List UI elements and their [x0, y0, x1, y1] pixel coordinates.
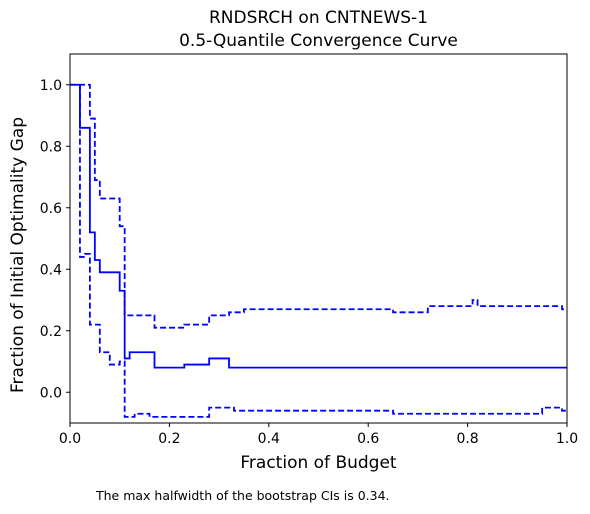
axis-layer: 0.0 0.2 0.4 0.6 0.8 1.0 0.0 0.2 0.4 0.6 0.8 1.0: [40, 53, 578, 447]
x-tick-label: 0.4: [258, 431, 280, 447]
series-line-upper-ci: [70, 83, 567, 329]
x-tick-label: 0.8: [456, 431, 478, 447]
chart-title-line-2: 0.5-Quantile Convergence Curve: [179, 31, 458, 51]
y-axis-label: Fraction of Initial Optimality Gap: [8, 117, 28, 393]
footnote-text: The max halfwidth of the bootstrap CIs i…: [96, 488, 390, 503]
x-tick-label: 0.0: [59, 431, 81, 447]
x-axis-label: Fraction of Budget: [240, 453, 397, 473]
chart-title-line-1: RNDSRCH on CNTNEWS-1: [209, 8, 428, 28]
y-tick-label: 0.6: [40, 201, 62, 217]
x-tick-label: 1.0: [556, 431, 578, 447]
y-tick-label: 0.8: [40, 139, 62, 155]
axes-frame: [69, 53, 568, 424]
series-layer: [70, 83, 567, 418]
series-line-estimate: [70, 83, 567, 369]
x-tick-label: 0.6: [357, 431, 379, 447]
x-tick-label: 0.2: [158, 431, 180, 447]
y-tick-label: 0.0: [40, 385, 62, 401]
y-tick-label: 0.4: [40, 262, 62, 278]
y-tick-label: 0.2: [40, 324, 62, 340]
y-tick-label: 1.0: [40, 78, 62, 94]
series-line-lower-ci: [79, 84, 567, 418]
